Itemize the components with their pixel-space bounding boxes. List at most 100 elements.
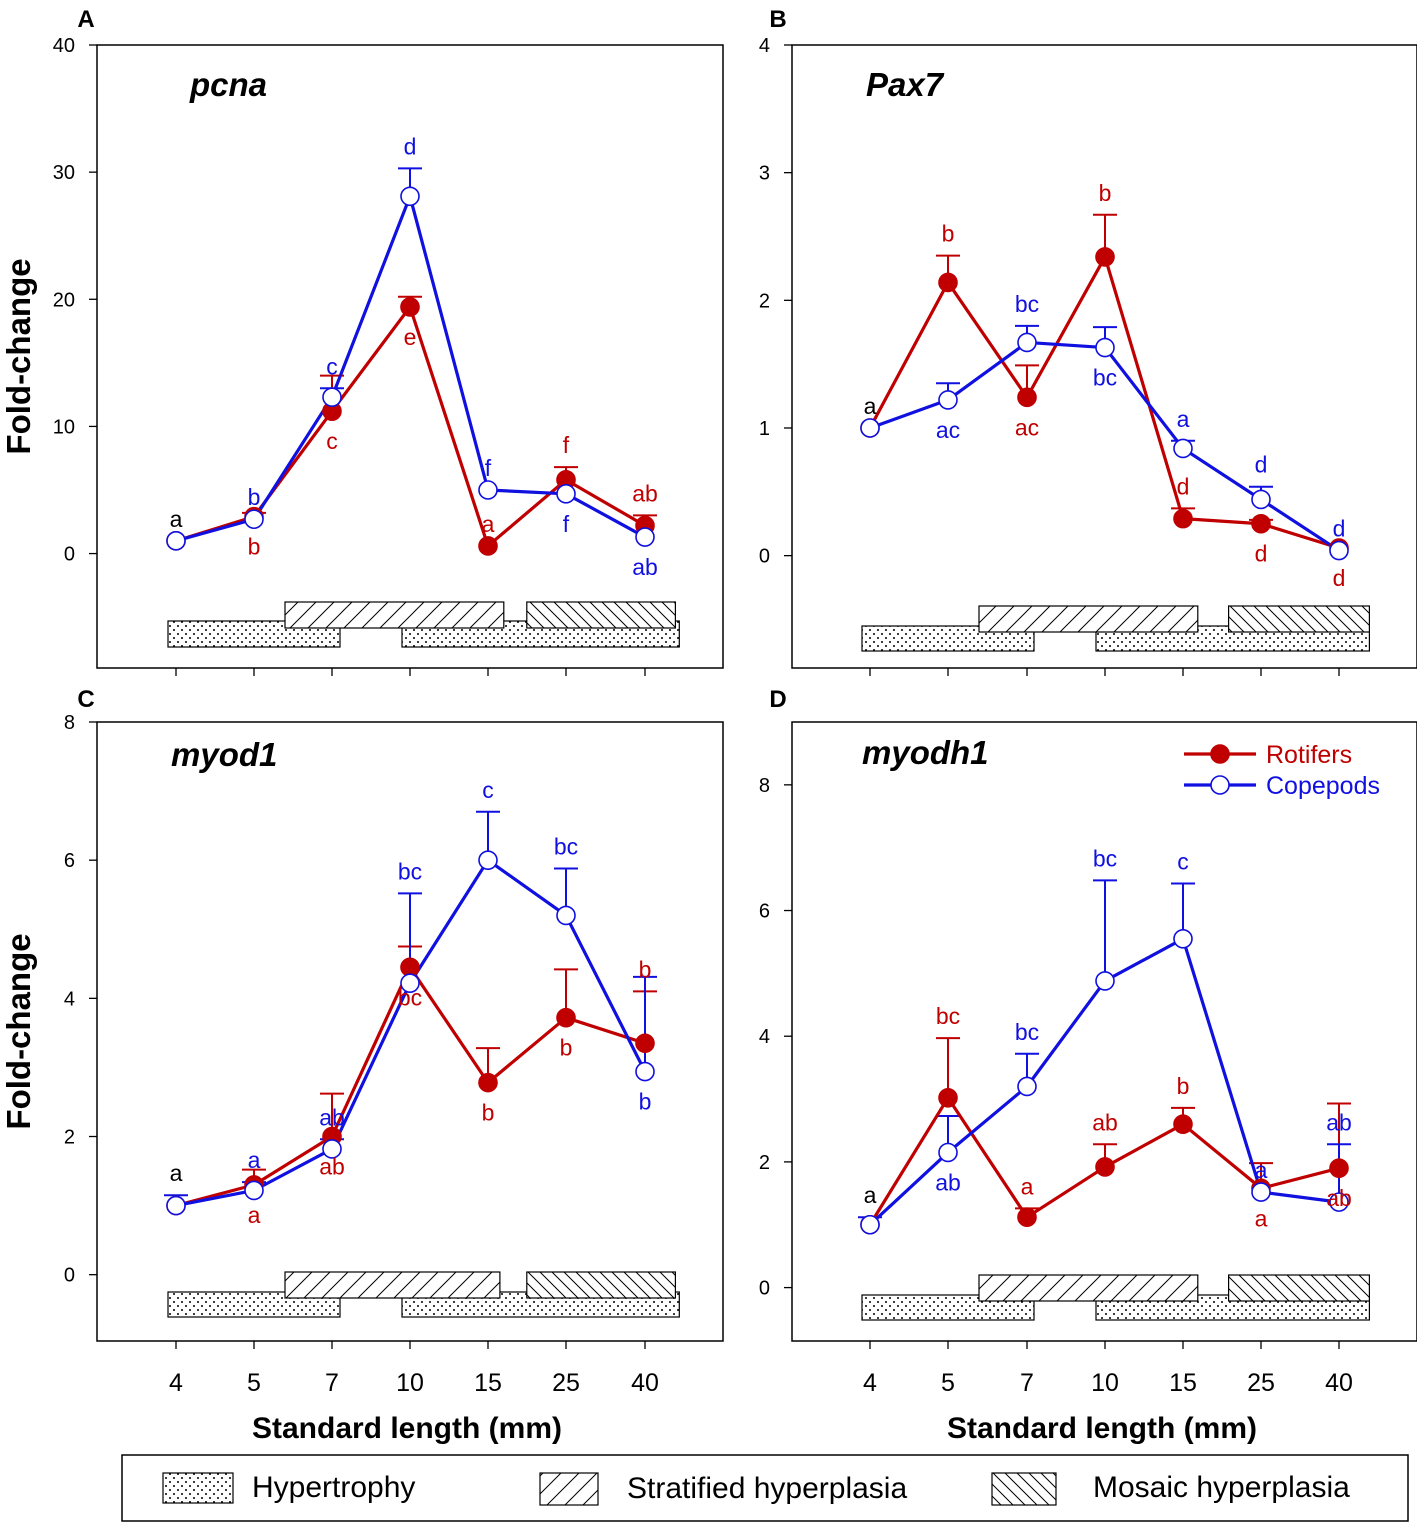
significance-letter: c <box>326 428 338 454</box>
significance-letter: ab <box>319 1104 345 1130</box>
significance-letter: c <box>326 353 338 379</box>
data-point-copepods <box>1095 337 1115 358</box>
data-point-rotifers <box>1017 387 1037 408</box>
significance-letter: b <box>639 956 652 982</box>
x-tick-label: 15 <box>474 1369 502 1397</box>
data-point-rotifers <box>1173 508 1193 529</box>
data-point-copepods <box>400 973 420 993</box>
legend-marker-copepods <box>1210 775 1230 795</box>
data-point-copepods <box>938 1142 958 1163</box>
y-tick-label: 0 <box>759 546 770 568</box>
significance-letter: bc <box>398 858 422 884</box>
significance-letter: bc <box>1093 845 1117 871</box>
y-tick-label: 3 <box>759 163 770 185</box>
phase-bar-diag-up <box>284 601 505 629</box>
y-tick-label: 6 <box>64 850 75 872</box>
significance-letter: b <box>482 1100 495 1126</box>
y-tick-label: 40 <box>53 35 75 57</box>
y-tick-label: 0 <box>64 1265 75 1287</box>
x-axis-title-left: Standard length (mm) <box>252 1412 562 1445</box>
legend-label-copepods: Copepods <box>1266 772 1380 800</box>
data-point-copepods <box>1251 489 1271 510</box>
panel-letter: C <box>77 686 94 713</box>
x-tick-label: 10 <box>1091 1369 1119 1397</box>
x-tick-label: 40 <box>1325 1369 1353 1397</box>
data-point-rotifers <box>1329 1158 1349 1178</box>
legend-label-rotifers: Rotifers <box>1266 741 1352 769</box>
legend-marker-rotifers <box>1210 744 1230 764</box>
significance-letter: c <box>1177 849 1189 875</box>
plot-frame <box>96 721 724 1342</box>
data-point-copepods <box>556 484 576 504</box>
significance-letter: d <box>1255 541 1268 567</box>
data-point-copepods <box>166 531 186 551</box>
y-tick-label: 2 <box>759 290 770 312</box>
data-point-rotifers <box>635 1033 655 1054</box>
significance-letter: b <box>1099 180 1112 206</box>
x-tick-label: 4 <box>169 1369 183 1397</box>
data-point-copepods <box>244 509 264 530</box>
y-axis-title: Fold-change <box>0 258 37 454</box>
y-tick-label: 4 <box>759 35 770 57</box>
significance-letter: a <box>248 1202 261 1228</box>
pattern-legend: Hypertrophy Stratified hyperplasia Mosai… <box>121 1454 1409 1522</box>
data-point-copepods <box>322 1139 342 1159</box>
significance-letter: ab <box>319 1154 345 1180</box>
data-point-rotifers <box>1095 247 1115 267</box>
significance-letter: a <box>482 511 495 537</box>
phase-bar-diag-up <box>978 1274 1199 1302</box>
significance-letter: a <box>1021 1173 1034 1199</box>
data-point-copepods <box>1017 1076 1037 1097</box>
data-point-copepods <box>1017 332 1037 353</box>
significance-letter: b <box>1177 1073 1190 1099</box>
significance-letter: bc <box>554 833 578 859</box>
y-tick-label: 20 <box>53 289 75 311</box>
y-tick-label: 8 <box>64 712 75 734</box>
significance-letter: ab <box>1326 1109 1352 1135</box>
data-point-rotifers <box>1095 1157 1115 1177</box>
significance-letter: f <box>563 432 570 458</box>
data-point-copepods <box>1173 929 1193 949</box>
data-point-copepods <box>1329 1192 1349 1212</box>
x-tick-label: 5 <box>247 1369 261 1397</box>
significance-letter: a <box>864 1182 877 1208</box>
panel-letter: B <box>769 6 786 33</box>
significance-letter: f <box>485 455 492 481</box>
x-tick-label: 7 <box>325 1369 339 1397</box>
data-point-rotifers <box>938 1087 958 1108</box>
data-point-rotifers <box>478 536 498 556</box>
data-point-rotifers <box>400 297 420 317</box>
x-axis-title-right: Standard length (mm) <box>947 1412 1257 1445</box>
data-point-copepods <box>556 905 576 926</box>
significance-letter: b <box>639 1089 652 1115</box>
significance-letter: d <box>1177 473 1190 499</box>
significance-letter: a <box>1255 1157 1268 1183</box>
x-tick-label: 25 <box>1247 1369 1275 1397</box>
significance-letter: d <box>1255 452 1268 478</box>
significance-letter: d <box>1333 565 1346 591</box>
y-tick-label: 0 <box>64 544 75 566</box>
y-tick-label: 4 <box>759 1026 770 1048</box>
data-point-copepods <box>635 1061 655 1082</box>
x-tick-label: 40 <box>631 1369 659 1397</box>
legend-swatch-hypertrophy <box>162 1472 234 1504</box>
plot-frame <box>791 721 1417 1342</box>
significance-letter: b <box>248 484 261 510</box>
legend-label-mosaic: Mosaic hyperplasia <box>1093 1471 1350 1504</box>
significance-letter: bc <box>936 1003 960 1029</box>
phase-bar-diag-up <box>978 605 1199 633</box>
data-point-copepods <box>635 527 655 547</box>
panel-title: pcna <box>189 66 267 103</box>
y-tick-label: 30 <box>53 162 75 184</box>
data-point-rotifers <box>556 1007 576 1028</box>
series-line-copepods <box>175 194 646 543</box>
significance-letter: f <box>563 511 570 537</box>
significance-letter: c <box>482 777 494 803</box>
x-tick-label: 4 <box>863 1369 877 1397</box>
data-point-copepods <box>478 480 498 500</box>
legend-label-stratified: Stratified hyperplasia <box>627 1472 907 1505</box>
y-tick-label: 1 <box>759 418 770 440</box>
